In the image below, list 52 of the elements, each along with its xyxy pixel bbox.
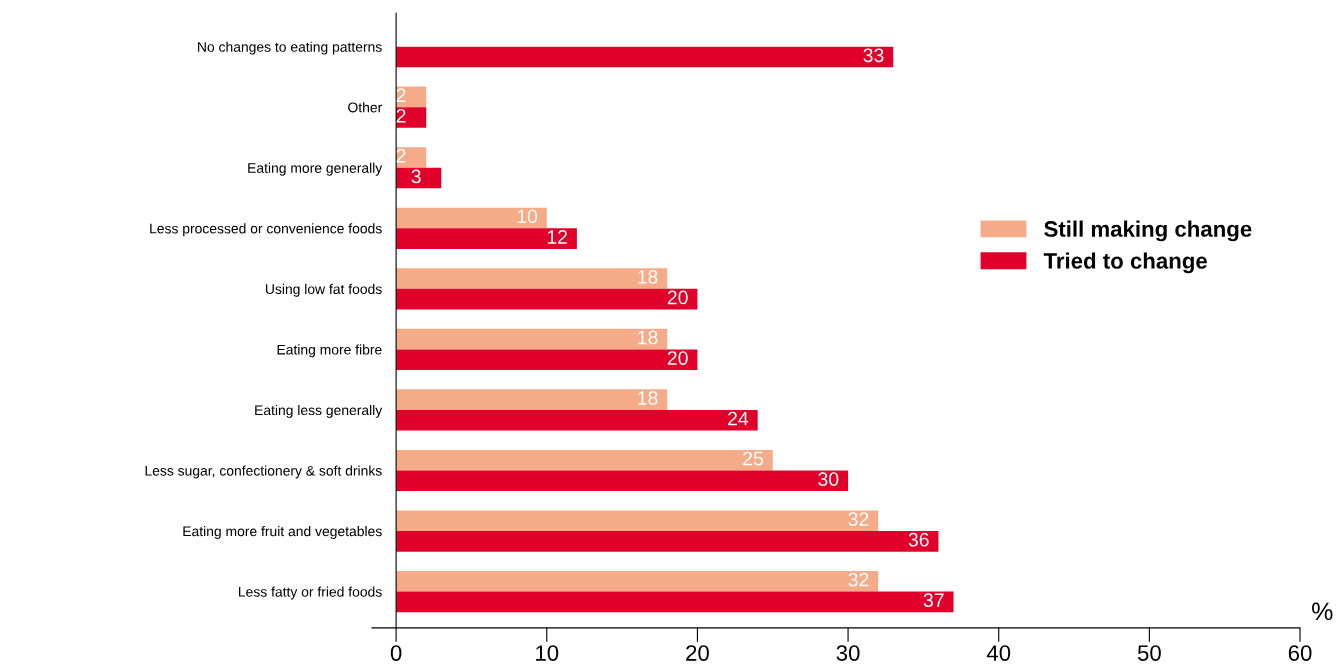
- data-label: 33: [863, 48, 884, 63]
- y-tick-label: Other: [348, 102, 382, 113]
- y-tick-label: Eating more fruit and vegetables: [183, 526, 382, 539]
- y-tick-label: Eating more generally: [248, 162, 383, 176]
- bar: [396, 207, 547, 229]
- data-label: 25: [743, 451, 763, 466]
- bar: [396, 268, 668, 289]
- data-label: 3: [411, 169, 421, 184]
- data-label: 36: [908, 532, 929, 547]
- y-tick-label: Less sugar, confectionery & soft drinks: [145, 465, 382, 479]
- x-tick-label: 0: [390, 645, 402, 661]
- data-label: 37: [923, 593, 944, 608]
- y-tick-label: Eating more fibre: [277, 344, 382, 358]
- bar: [396, 389, 668, 410]
- data-label: 32: [848, 512, 869, 526]
- bar: [396, 328, 668, 350]
- x-tick-label: 40: [986, 645, 1011, 661]
- y-tick-label: Using low fat foods: [265, 283, 382, 297]
- legend-label: Still making change: [1044, 220, 1252, 242]
- x-tick-label: 20: [686, 645, 709, 661]
- bar: [396, 449, 773, 471]
- bar: [396, 470, 849, 492]
- bar: [396, 571, 879, 592]
- bar: [396, 591, 954, 613]
- x-tick-label: 60: [1288, 645, 1312, 661]
- data-label: 32: [848, 572, 869, 587]
- data-label: 20: [667, 290, 688, 305]
- x-axis-title: %: [1312, 602, 1333, 621]
- y-tick-label: Eating less generally: [255, 404, 383, 418]
- x-tick-label: 10: [536, 645, 559, 661]
- bar: [396, 228, 577, 249]
- bar: [396, 288, 698, 310]
- bar: [396, 349, 698, 370]
- data-label: 12: [547, 230, 567, 244]
- data-label: 30: [818, 472, 839, 487]
- data-label: 24: [728, 411, 749, 426]
- x-tick-label: 30: [836, 645, 860, 661]
- data-label: 18: [638, 330, 658, 345]
- data-label: 20: [667, 351, 688, 365]
- y-tick-label: No changes to eating patterns: [198, 41, 382, 55]
- data-label: 18: [638, 270, 658, 284]
- bar: [396, 510, 879, 532]
- y-tick-label: Less processed or convenience foods: [150, 223, 382, 237]
- bar: [396, 531, 939, 552]
- data-label: 10: [517, 209, 538, 224]
- data-label: 18: [638, 391, 658, 405]
- bar: [396, 409, 758, 431]
- legend-label: Tried to change: [1043, 252, 1207, 274]
- bar: [396, 167, 442, 189]
- bar: [396, 46, 894, 68]
- y-tick-label: Less fatty or fried foods: [239, 586, 382, 600]
- x-tick-label: 50: [1137, 645, 1161, 661]
